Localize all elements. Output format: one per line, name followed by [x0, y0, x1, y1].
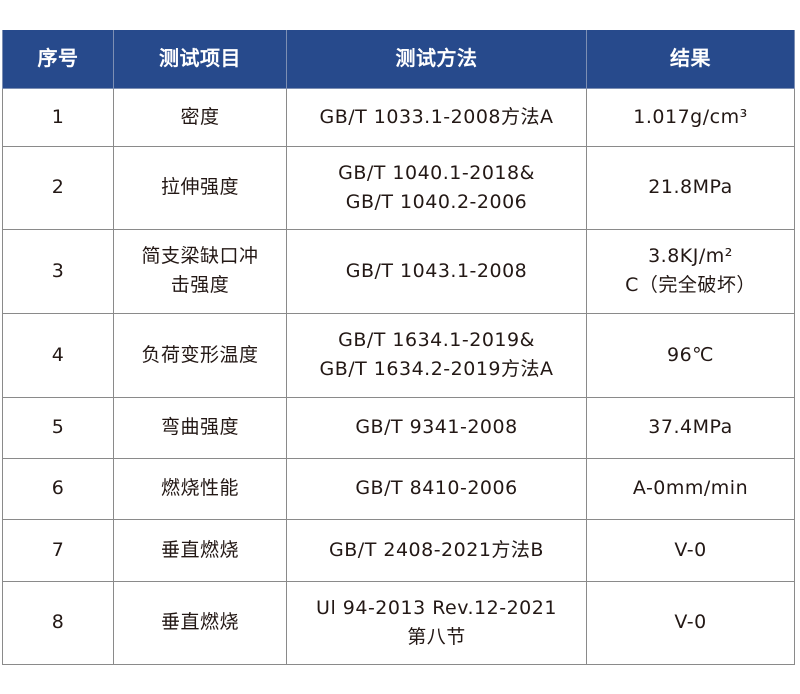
cell-result: 37.4MPa	[586, 396, 795, 459]
cell-item: 燃烧性能	[113, 457, 287, 520]
cell-method: Ul 94-2013 Rev.12-2021 第八节	[286, 580, 587, 665]
cell-result: 96℃	[586, 312, 795, 398]
cell-result: V-0	[586, 518, 795, 582]
cell-item: 拉伸强度	[113, 145, 287, 230]
table-row: 7 垂直燃烧 GB/T 2408-2021方法B V-0	[2, 518, 795, 582]
table-header-row: 序号 测试项目 测试方法 结果	[2, 30, 795, 89]
cell-item: 简支梁缺口冲 击强度	[113, 228, 287, 314]
header-result: 结果	[586, 30, 795, 89]
cell-item: 垂直燃烧	[113, 580, 287, 665]
cell-item: 垂直燃烧	[113, 518, 287, 582]
table-row: 2 拉伸强度 GB/T 1040.1-2018& GB/T 1040.2-2006 2…	[2, 145, 795, 230]
cell-method: GB/T 1043.1-2008	[286, 228, 587, 314]
table-row: 5 弯曲强度 GB/T 9341-2008 37.4MPa	[2, 396, 795, 459]
cell-no: 7	[2, 518, 114, 582]
cell-method: GB/T 1040.1-2018& GB/T 1040.2-2006	[286, 145, 587, 230]
header-item: 测试项目	[113, 30, 287, 89]
table-row: 4 负荷变形温度 GB/T 1634.1-2019& GB/T 1634.2-201…	[2, 312, 795, 398]
cell-no: 3	[2, 228, 114, 314]
cell-no: 4	[2, 312, 114, 398]
cell-item: 弯曲强度	[113, 396, 287, 459]
cell-item: 密度	[113, 87, 287, 147]
cell-no: 8	[2, 580, 114, 665]
cell-no: 5	[2, 396, 114, 459]
cell-method: GB/T 1033.1-2008方法A	[286, 87, 587, 147]
cell-result: 1.017g/cm³	[586, 87, 795, 147]
test-results-table: 序号 测试项目 测试方法 结果 1 密度 GB/T 1033.1-2008方法A 1.…	[2, 30, 795, 665]
table-row: 1 密度 GB/T 1033.1-2008方法A 1.017g/cm³	[2, 87, 795, 147]
cell-no: 2	[2, 145, 114, 230]
cell-result: 3.8KJ/m² C（完全破坏）	[586, 228, 795, 314]
header-no: 序号	[2, 30, 114, 89]
cell-method: GB/T 1634.1-2019& GB/T 1634.2-2019方法A	[286, 312, 587, 398]
cell-method: GB/T 9341-2008	[286, 396, 587, 459]
table-row: 6 燃烧性能 GB/T 8410-2006 A-0mm/min	[2, 457, 795, 520]
cell-method: GB/T 8410-2006	[286, 457, 587, 520]
cell-result: A-0mm/min	[586, 457, 795, 520]
cell-no: 6	[2, 457, 114, 520]
table-row: 8 垂直燃烧 Ul 94-2013 Rev.12-2021 第八节 V-0	[2, 580, 795, 665]
cell-result: 21.8MPa	[586, 145, 795, 230]
cell-no: 1	[2, 87, 114, 147]
cell-item: 负荷变形温度	[113, 312, 287, 398]
cell-method: GB/T 2408-2021方法B	[286, 518, 587, 582]
table-row: 3 简支梁缺口冲 击强度 GB/T 1043.1-2008 3.8KJ/m² C（完全…	[2, 228, 795, 314]
cell-result: V-0	[586, 580, 795, 665]
header-method: 测试方法	[286, 30, 587, 89]
